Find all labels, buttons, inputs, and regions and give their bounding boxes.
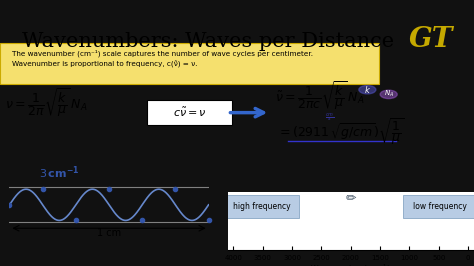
Text: Wavenumbers: Waves per Distance: Wavenumbers: Waves per Distance (22, 32, 395, 51)
Text: $\frac{cm}{s}$: $\frac{cm}{s}$ (325, 112, 334, 124)
Text: GT: GT (409, 26, 454, 53)
Text: high frequency: high frequency (233, 202, 291, 211)
Circle shape (359, 85, 376, 94)
Text: low frequency: low frequency (412, 202, 466, 211)
Text: $\nu = \dfrac{1}{2\pi}\sqrt{\dfrac{k}{\mu}}\,N_A$: $\nu = \dfrac{1}{2\pi}\sqrt{\dfrac{k}{\m… (5, 86, 87, 119)
Text: Wavenumber is proportional to frequency, c(ν̃) = ν.: Wavenumber is proportional to frequency,… (12, 60, 197, 68)
FancyBboxPatch shape (0, 43, 379, 84)
Text: $k$: $k$ (364, 84, 371, 95)
Text: $3\,\mathbf{cm^{-1}}$: $3\,\mathbf{cm^{-1}}$ (39, 165, 80, 181)
Text: $= (2911\,\sqrt{g/cm})\sqrt{\dfrac{1}{\mu}}$: $= (2911\,\sqrt{g/cm})\sqrt{\dfrac{1}{\m… (277, 117, 405, 147)
FancyBboxPatch shape (402, 195, 474, 218)
Text: The wavenumber (cm⁻¹) scale captures the number of wave cycles per centimeter.: The wavenumber (cm⁻¹) scale captures the… (12, 50, 313, 57)
Text: $\tilde{\nu} = \dfrac{1}{2\pi c}\sqrt{\dfrac{k}{\mu}}\,N_A$: $\tilde{\nu} = \dfrac{1}{2\pi c}\sqrt{\d… (275, 79, 365, 112)
FancyBboxPatch shape (225, 195, 299, 218)
Circle shape (380, 90, 397, 99)
Text: 1 cm: 1 cm (97, 228, 121, 238)
Text: $N_A$: $N_A$ (383, 89, 394, 99)
Text: $c\tilde{\nu} = \nu$: $c\tilde{\nu} = \nu$ (173, 106, 207, 119)
FancyBboxPatch shape (147, 100, 232, 125)
Text: ✏: ✏ (346, 192, 356, 205)
X-axis label: Wavenumber (cm$^{-1}$): Wavenumber (cm$^{-1}$) (310, 262, 391, 266)
